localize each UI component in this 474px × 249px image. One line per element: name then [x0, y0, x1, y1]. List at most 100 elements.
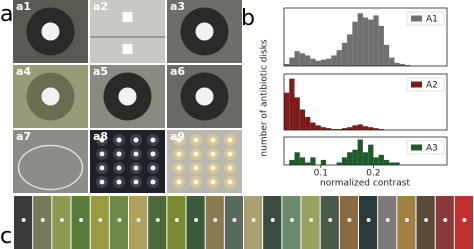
disk — [79, 218, 84, 222]
histogram-bar — [357, 124, 363, 130]
image-label: a1 — [16, 0, 31, 13]
disk — [227, 137, 233, 143]
disk — [150, 165, 156, 171]
photo — [435, 196, 454, 249]
disk — [194, 218, 199, 222]
histogram-bar — [341, 42, 348, 66]
histogram-bar — [315, 60, 321, 66]
disk — [99, 165, 105, 171]
histogram-bar — [305, 55, 311, 66]
disk — [150, 137, 156, 143]
histogram-bar — [378, 129, 384, 130]
disk — [116, 137, 122, 143]
disk — [133, 137, 139, 143]
histogram-bar — [305, 162, 311, 165]
disk — [174, 218, 179, 222]
legend-box — [406, 140, 445, 155]
photo — [263, 196, 282, 249]
disk — [118, 87, 137, 106]
disk — [41, 22, 60, 41]
histogram-bar — [336, 129, 342, 130]
histogram-bar — [326, 128, 332, 130]
disk — [210, 165, 216, 171]
legend-box — [406, 11, 445, 26]
histogram-bar — [352, 21, 358, 66]
legend-label: A3 — [426, 144, 438, 154]
disk — [99, 179, 105, 185]
histogram-bar — [336, 50, 342, 66]
histogram-bar — [373, 157, 379, 165]
histogram-bar — [383, 159, 390, 165]
histogram-bar — [336, 162, 342, 165]
disk — [136, 218, 141, 222]
image-label: a2 — [93, 0, 108, 13]
disk — [133, 151, 139, 157]
disk — [289, 218, 294, 222]
disk — [98, 218, 103, 222]
histogram-bar — [362, 126, 369, 130]
photo — [397, 196, 416, 249]
histogram-bar — [331, 55, 337, 66]
histogram-bar — [284, 92, 290, 130]
photo — [129, 196, 148, 249]
photo — [359, 196, 378, 249]
image-label: a8 — [93, 130, 108, 143]
disk — [122, 44, 133, 54]
photo — [282, 196, 301, 249]
x-axis-label: normalized contrast — [320, 179, 410, 189]
photo — [244, 196, 263, 249]
disk — [462, 218, 467, 222]
histogram-bar — [284, 63, 290, 66]
disk — [122, 12, 133, 22]
disk — [176, 151, 182, 157]
histogram-bar — [362, 17, 369, 66]
disk — [117, 218, 122, 222]
photo — [320, 196, 339, 249]
histogram-bar — [305, 116, 311, 130]
histogram-bar — [394, 62, 400, 66]
legend-swatch — [411, 144, 422, 151]
disk — [227, 151, 233, 157]
axes-frame — [283, 136, 448, 166]
histogram-bar — [373, 128, 379, 130]
plate-edge — [90, 36, 165, 38]
axes-frame — [283, 73, 448, 131]
photo — [167, 196, 186, 249]
disk — [116, 151, 122, 157]
histogram-bar — [383, 44, 390, 66]
panel-label: a — [0, 2, 13, 27]
disk — [232, 218, 237, 222]
histogram-bar — [404, 64, 411, 66]
disk — [193, 165, 199, 171]
disk — [309, 218, 314, 222]
histogram-bar — [399, 63, 405, 66]
disk — [41, 87, 60, 106]
disk — [150, 179, 156, 185]
photo — [339, 196, 358, 249]
histogram-bar — [352, 125, 358, 130]
histogram-bar — [299, 53, 306, 66]
x-tick-label: 0.1 — [314, 169, 328, 179]
axes-frame — [283, 7, 448, 67]
histogram-bar — [362, 152, 369, 165]
panel-label: c — [0, 224, 12, 249]
histogram-bar — [389, 57, 395, 66]
histogram-bar — [341, 157, 348, 165]
legend-swatch — [411, 81, 422, 88]
photo — [378, 196, 397, 249]
disk — [227, 179, 233, 185]
image-label: a7 — [16, 130, 31, 143]
disk — [195, 87, 214, 106]
disk — [116, 165, 122, 171]
histogram-bar — [299, 109, 306, 130]
histogram-bar — [368, 19, 374, 67]
histogram-bar — [310, 122, 316, 130]
disk — [385, 218, 390, 222]
histogram-bar — [320, 159, 327, 165]
histogram-bar — [357, 139, 363, 165]
histogram-bar — [331, 129, 337, 130]
histogram-bar — [352, 149, 358, 165]
histogram-bar — [368, 127, 374, 130]
disk — [328, 218, 333, 222]
x-tick-label: 0.2 — [366, 169, 380, 179]
